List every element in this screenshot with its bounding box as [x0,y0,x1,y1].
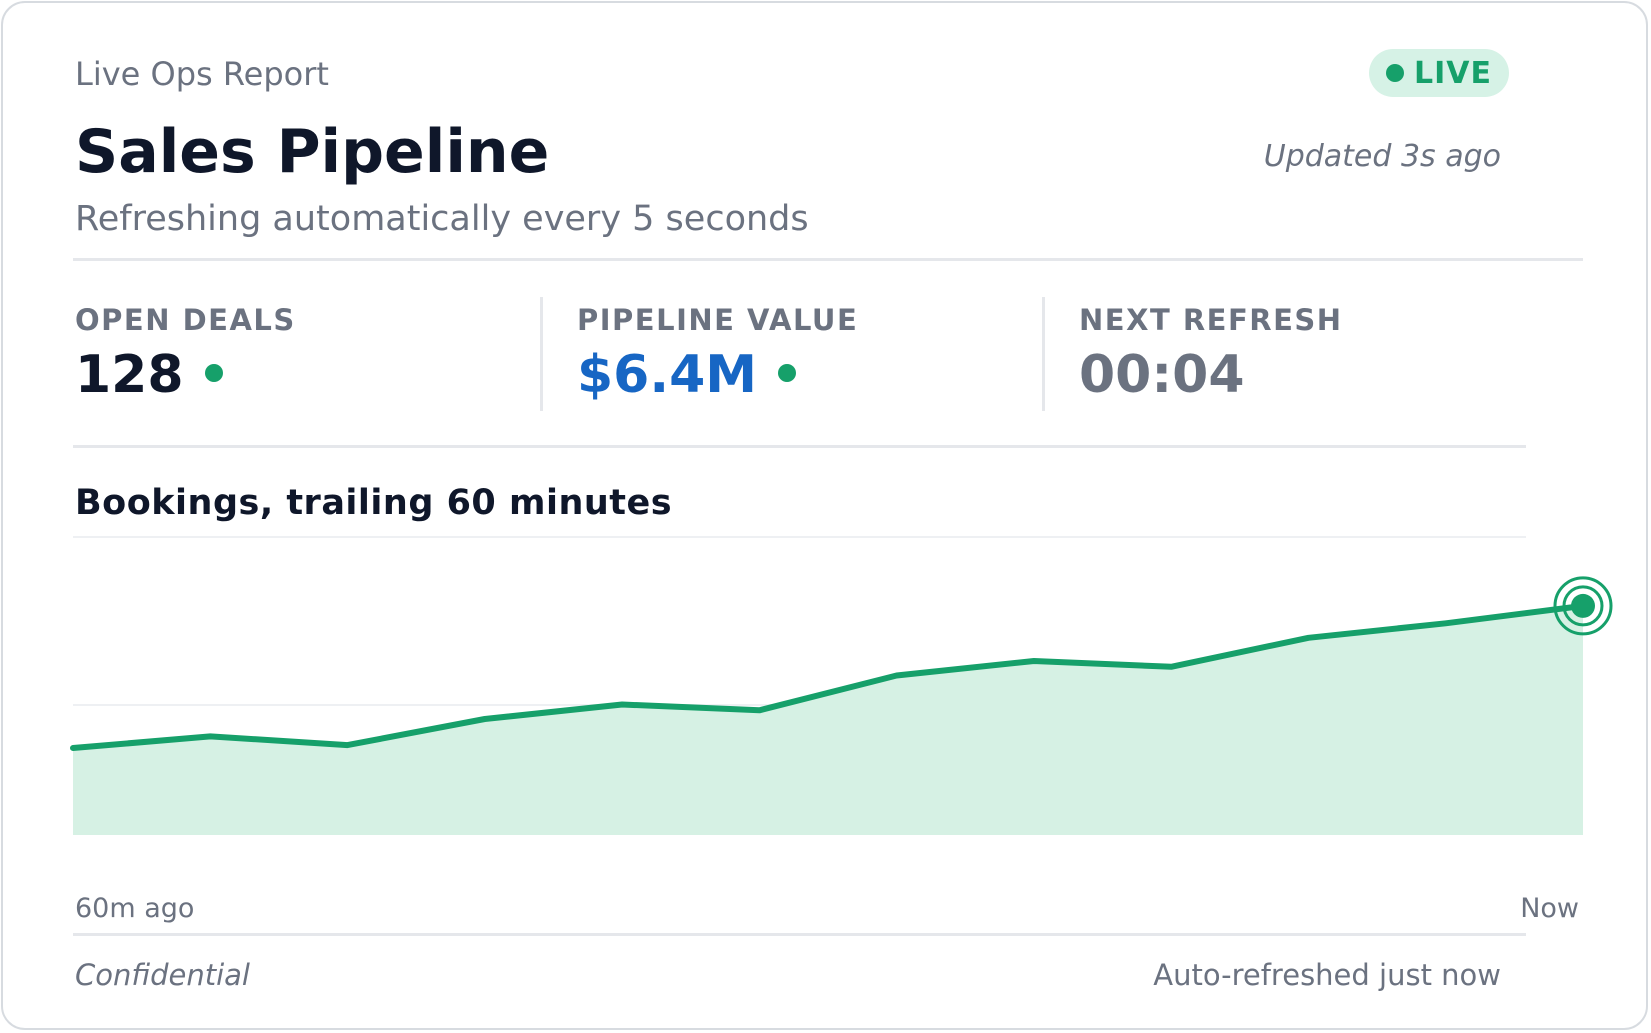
chart-series-line [70,602,1586,751]
updated-timestamp: Updated 3s ago [1263,139,1501,174]
stat-value: 128 [75,345,184,405]
page-subtitle: Refreshing automatically every 5 seconds [75,199,809,239]
stat-value: $6.4M [577,345,758,405]
header-divider [73,258,1583,261]
chart-data-point [1168,664,1174,670]
latest-point-marker [1553,576,1613,636]
chart-data-point [70,745,76,751]
page-title: Sales Pipeline [75,117,550,187]
stat-divider [540,297,543,411]
report-eyebrow: Live Ops Report [75,55,329,93]
chart-data-point [345,742,351,748]
bookings-chart [70,576,1613,835]
chart-data-point [894,673,900,679]
stat-divider [1042,297,1045,411]
x-axis-end-label: Now [1520,893,1579,924]
x-axis-start-label: 60m ago [75,893,195,924]
latest-point-marker [1571,593,1595,618]
latest-point-marker [1562,585,1604,627]
stat-label: OPEN DEALS [75,303,296,337]
stat-pipeline-value: PIPELINE VALUE [577,303,858,337]
live-dot-icon [1386,64,1404,82]
refresh-status: Auto-refreshed just now [1153,958,1501,992]
stat-next-refresh: NEXT REFRESH [1079,303,1343,337]
countdown-timer: 00:04 [1079,345,1245,405]
live-badge: LIVE [1369,49,1509,97]
confidential-label: Confidential [75,958,250,992]
stats-divider [73,445,1526,448]
chart-data-point [619,702,625,708]
footer-divider [73,933,1526,936]
chart-area-fill [73,605,1583,835]
chart-title: Bookings, trailing 60 minutes [75,483,673,523]
chart-data-point [1443,620,1449,626]
chart-data-point [1031,658,1037,664]
chart-data-point [1305,635,1311,641]
chart-data-point [207,733,213,739]
chart-top-rule [73,536,1526,538]
status-dot-icon [778,364,796,382]
live-badge-label: LIVE [1414,55,1492,91]
status-dot-icon [205,364,223,382]
chart-data-point [756,707,762,713]
stat-open-deals: OPEN DEALS [75,303,296,337]
chart-data-point [482,716,488,722]
stat-label: PIPELINE VALUE [577,303,859,337]
stat-label: NEXT REFRESH [1079,303,1343,337]
